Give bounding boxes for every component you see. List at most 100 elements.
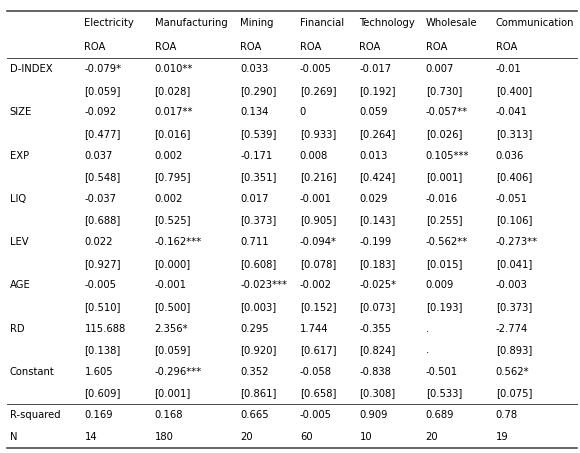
Text: -0.001: -0.001 bbox=[300, 194, 332, 204]
Text: [0.548]: [0.548] bbox=[85, 172, 121, 183]
Text: [0.308]: [0.308] bbox=[360, 389, 396, 399]
Text: [0.264]: [0.264] bbox=[360, 129, 396, 139]
Text: -0.058: -0.058 bbox=[300, 367, 332, 377]
Text: [0.028]: [0.028] bbox=[154, 86, 191, 96]
Text: Wholesale: Wholesale bbox=[426, 18, 477, 28]
Text: Electricity: Electricity bbox=[85, 18, 134, 28]
Text: 0.78: 0.78 bbox=[496, 410, 518, 420]
Text: -0.296***: -0.296*** bbox=[154, 367, 202, 377]
Text: ROA: ROA bbox=[426, 42, 447, 52]
Text: [0.075]: [0.075] bbox=[496, 389, 532, 399]
Text: [0.193]: [0.193] bbox=[426, 302, 462, 312]
Text: RD: RD bbox=[10, 323, 24, 334]
Text: [0.073]: [0.073] bbox=[360, 302, 396, 312]
Text: [0.016]: [0.016] bbox=[154, 129, 191, 139]
Text: N: N bbox=[10, 432, 17, 442]
Text: LIQ: LIQ bbox=[10, 194, 26, 204]
Text: 0.169: 0.169 bbox=[85, 410, 113, 420]
Text: [0.861]: [0.861] bbox=[240, 389, 277, 399]
Text: 0.002: 0.002 bbox=[154, 151, 183, 161]
Text: 0: 0 bbox=[300, 107, 306, 117]
Text: [0.192]: [0.192] bbox=[360, 86, 396, 96]
Text: 0.562*: 0.562* bbox=[496, 367, 530, 377]
Text: [0.500]: [0.500] bbox=[154, 302, 191, 312]
Text: [0.927]: [0.927] bbox=[85, 259, 121, 269]
Text: -0.001: -0.001 bbox=[154, 280, 187, 290]
Text: 0.711: 0.711 bbox=[240, 237, 269, 247]
Text: 19: 19 bbox=[496, 432, 509, 442]
Text: [0.269]: [0.269] bbox=[300, 86, 336, 96]
Text: 180: 180 bbox=[154, 432, 173, 442]
Text: ROA: ROA bbox=[360, 42, 381, 52]
Text: -0.041: -0.041 bbox=[496, 107, 528, 117]
Text: [0.001]: [0.001] bbox=[154, 389, 191, 399]
Text: ROA: ROA bbox=[300, 42, 321, 52]
Text: 0.007: 0.007 bbox=[426, 64, 454, 74]
Text: [0.313]: [0.313] bbox=[496, 129, 532, 139]
Text: Manufacturing: Manufacturing bbox=[154, 18, 227, 28]
Text: [0.539]: [0.539] bbox=[240, 129, 277, 139]
Text: ROA: ROA bbox=[240, 42, 262, 52]
Text: -0.162***: -0.162*** bbox=[154, 237, 202, 247]
Text: [0.143]: [0.143] bbox=[360, 216, 396, 226]
Text: -0.079*: -0.079* bbox=[85, 64, 122, 74]
Text: 0.059: 0.059 bbox=[360, 107, 388, 117]
Text: -2.774: -2.774 bbox=[496, 323, 528, 334]
Text: D-INDEX: D-INDEX bbox=[10, 64, 52, 74]
Text: ROA: ROA bbox=[154, 42, 176, 52]
Text: [0.001]: [0.001] bbox=[426, 172, 462, 183]
Text: [0.920]: [0.920] bbox=[240, 345, 277, 355]
Text: [0.658]: [0.658] bbox=[300, 389, 336, 399]
Text: 14: 14 bbox=[85, 432, 97, 442]
Text: [0.290]: [0.290] bbox=[240, 86, 277, 96]
Text: 10: 10 bbox=[360, 432, 372, 442]
Text: [0.688]: [0.688] bbox=[85, 216, 121, 226]
Text: [0.400]: [0.400] bbox=[496, 86, 532, 96]
Text: [0.255]: [0.255] bbox=[426, 216, 462, 226]
Text: Financial: Financial bbox=[300, 18, 344, 28]
Text: -0.037: -0.037 bbox=[85, 194, 117, 204]
Text: 0.013: 0.013 bbox=[360, 151, 388, 161]
Text: 60: 60 bbox=[300, 432, 313, 442]
Text: .: . bbox=[426, 323, 429, 334]
Text: [0.510]: [0.510] bbox=[85, 302, 121, 312]
Text: -0.005: -0.005 bbox=[85, 280, 117, 290]
Text: [0.003]: [0.003] bbox=[240, 302, 276, 312]
Text: SIZE: SIZE bbox=[10, 107, 32, 117]
Text: ROA: ROA bbox=[496, 42, 517, 52]
Text: [0.026]: [0.026] bbox=[426, 129, 462, 139]
Text: -0.171: -0.171 bbox=[240, 151, 273, 161]
Text: -0.355: -0.355 bbox=[360, 323, 392, 334]
Text: 0.008: 0.008 bbox=[300, 151, 328, 161]
Text: 1.605: 1.605 bbox=[85, 367, 113, 377]
Text: [0.730]: [0.730] bbox=[426, 86, 462, 96]
Text: 0.665: 0.665 bbox=[240, 410, 269, 420]
Text: [0.933]: [0.933] bbox=[300, 129, 336, 139]
Text: -0.057**: -0.057** bbox=[426, 107, 467, 117]
Text: [0.152]: [0.152] bbox=[300, 302, 336, 312]
Text: 0.037: 0.037 bbox=[85, 151, 113, 161]
Text: -0.003: -0.003 bbox=[496, 280, 528, 290]
Text: 0.105***: 0.105*** bbox=[426, 151, 469, 161]
Text: [0.533]: [0.533] bbox=[426, 389, 462, 399]
Text: -0.023***: -0.023*** bbox=[240, 280, 287, 290]
Text: 115.688: 115.688 bbox=[85, 323, 126, 334]
Text: 0.689: 0.689 bbox=[426, 410, 454, 420]
Text: -0.838: -0.838 bbox=[360, 367, 392, 377]
Text: -0.005: -0.005 bbox=[300, 410, 332, 420]
Text: -0.017: -0.017 bbox=[360, 64, 392, 74]
Text: [0.183]: [0.183] bbox=[360, 259, 396, 269]
Text: [0.609]: [0.609] bbox=[85, 389, 121, 399]
Text: [0.216]: [0.216] bbox=[300, 172, 336, 183]
Text: 0.009: 0.009 bbox=[426, 280, 454, 290]
Text: -0.501: -0.501 bbox=[426, 367, 458, 377]
Text: 0.033: 0.033 bbox=[240, 64, 269, 74]
Text: .: . bbox=[426, 345, 429, 355]
Text: Communication: Communication bbox=[496, 18, 574, 28]
Text: [0.000]: [0.000] bbox=[154, 259, 191, 269]
Text: [0.477]: [0.477] bbox=[85, 129, 121, 139]
Text: [0.424]: [0.424] bbox=[360, 172, 396, 183]
Text: -0.005: -0.005 bbox=[300, 64, 332, 74]
Text: [0.608]: [0.608] bbox=[240, 259, 277, 269]
Text: [0.041]: [0.041] bbox=[496, 259, 532, 269]
